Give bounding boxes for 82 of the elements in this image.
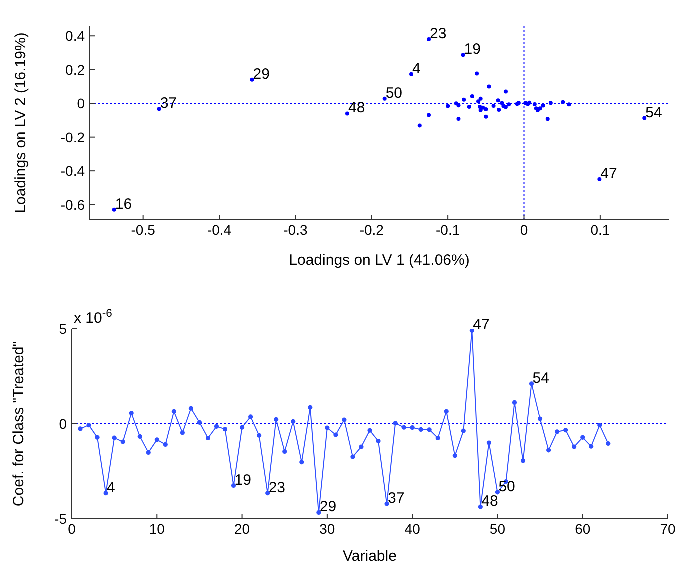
y-tick-label: 0.4	[66, 28, 86, 44]
y-tick-label: 0	[59, 416, 68, 432]
point	[497, 108, 502, 112]
annotation: 29	[253, 66, 270, 83]
point	[541, 104, 546, 108]
point	[567, 102, 572, 107]
point	[456, 104, 461, 108]
x-axis-title: Loadings on LV 1 (41.06%)	[289, 252, 470, 269]
annotation: 23	[268, 479, 286, 496]
point	[250, 78, 254, 82]
point	[504, 90, 508, 94]
x-tick-label: -0.5	[131, 222, 156, 238]
x-tick-label: 50	[490, 520, 506, 537]
point	[496, 98, 500, 103]
point	[446, 104, 450, 108]
point	[462, 98, 466, 102]
point	[484, 108, 488, 112]
point	[470, 94, 474, 99]
point	[507, 102, 512, 107]
point	[561, 100, 566, 104]
x-tick-label: 30	[320, 520, 336, 537]
point	[548, 101, 553, 106]
annotation: 19	[234, 472, 252, 489]
y-tick-label: -0.6	[60, 196, 86, 213]
annotation: 16	[115, 196, 132, 213]
y-tick-label: 0	[77, 96, 86, 112]
annotation: 48	[482, 493, 498, 510]
point	[478, 96, 483, 101]
y-tick-label: -0.4	[60, 163, 86, 180]
y-tick-label: 5	[59, 320, 68, 337]
point	[546, 117, 550, 122]
point	[427, 113, 432, 118]
x-tick-label: 0.1	[590, 222, 610, 238]
point	[382, 96, 387, 101]
point	[598, 178, 602, 182]
text: x 10$^{-6}$	[74, 308, 112, 327]
annotation: 19	[464, 41, 481, 58]
x-axis-title: Variable	[343, 548, 397, 565]
x-tick-label: 0	[520, 222, 528, 238]
annotation: 48	[348, 100, 366, 117]
annotation: 23	[430, 25, 447, 42]
point	[476, 100, 481, 104]
x-tick-label: -0.1	[436, 222, 460, 238]
x-tick-label: 10	[149, 520, 166, 537]
point	[467, 104, 472, 109]
annotation: 50	[386, 84, 403, 102]
annotation: 54	[532, 370, 550, 387]
point	[484, 114, 488, 119]
point	[492, 104, 496, 108]
y-tick-label: 0.2	[66, 62, 86, 78]
point	[475, 72, 480, 76]
y-tick-label: -5	[54, 510, 68, 527]
y-tick-label: -0.2	[60, 129, 86, 146]
annotation: 4	[107, 479, 116, 496]
annotation: 47	[473, 316, 490, 334]
y-axis-title: Loadings on LV 2 (16.19%)	[12, 32, 30, 214]
y-axis-title: Coef. for Class "Treated"	[10, 341, 28, 507]
point	[409, 72, 414, 76]
point	[538, 106, 542, 111]
x-tick-label: 40	[404, 520, 421, 537]
point	[418, 124, 422, 128]
x-tick-label: -0.3	[284, 222, 308, 238]
point	[456, 116, 461, 121]
point	[461, 53, 466, 58]
point	[642, 116, 647, 120]
annotation: 37	[160, 95, 178, 112]
point	[532, 102, 537, 106]
x-tick-label: 70	[660, 520, 676, 537]
x-tick-label: 20	[234, 520, 250, 537]
x-tick-label: 60	[575, 520, 591, 537]
point	[487, 84, 492, 89]
annotation: 4	[412, 60, 421, 78]
x-tick-label: -0.4	[207, 222, 232, 238]
point	[478, 108, 483, 112]
x-tick-label: -0.2	[360, 222, 384, 238]
annotation: 47	[600, 166, 618, 183]
point	[427, 37, 432, 42]
point	[157, 107, 162, 112]
annotation: 54	[646, 104, 662, 122]
point	[112, 208, 116, 212]
annotation: 37	[388, 490, 405, 507]
annotation: 29	[320, 498, 337, 516]
